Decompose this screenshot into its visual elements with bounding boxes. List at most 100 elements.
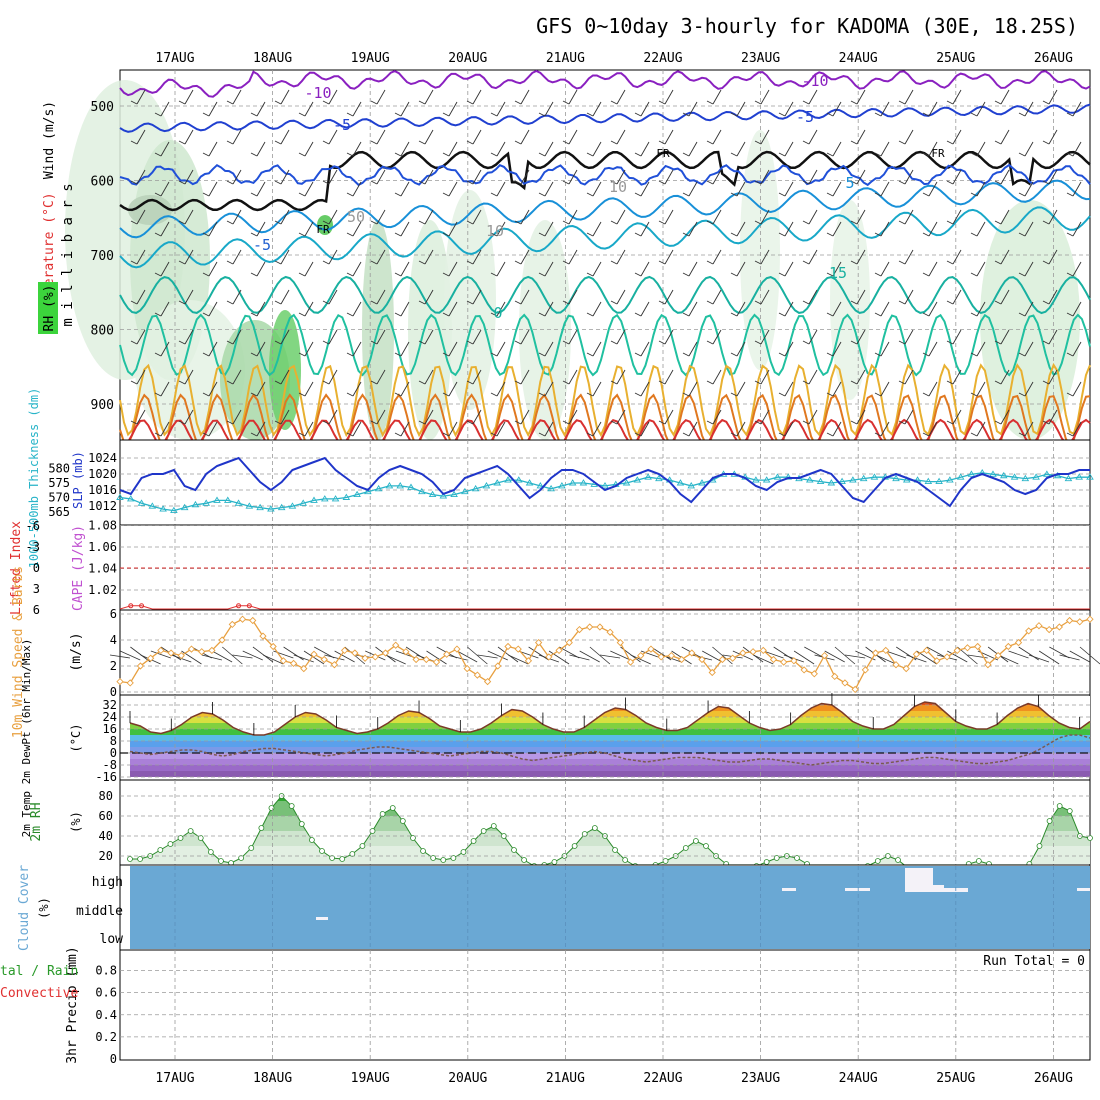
wind-barb-flag	[394, 352, 402, 357]
lifted-index-label: Lifted Index	[9, 521, 24, 615]
wind-barb	[184, 169, 194, 185]
contour-label: 0	[493, 304, 502, 322]
wind-barb-flag	[730, 192, 738, 197]
wind-barb	[184, 289, 194, 305]
wind-barb	[1000, 409, 1010, 425]
wind-barb	[688, 181, 698, 197]
dewpoint-line	[129, 734, 1091, 766]
thickness-point	[762, 476, 771, 483]
rh-point	[339, 856, 346, 862]
wind-barb-flag	[970, 432, 978, 437]
rh-point	[207, 849, 214, 855]
wind-barb-flag	[754, 180, 762, 185]
wind-barb-flag	[562, 420, 570, 425]
wind-barb	[688, 381, 698, 397]
wind-barb	[904, 89, 914, 105]
wind-barb	[592, 181, 602, 197]
wind-barb	[160, 341, 170, 357]
slp-grid	[120, 440, 1090, 525]
wind-barb-flag	[1042, 180, 1050, 185]
contour-label: FR	[656, 147, 670, 160]
wind-speed-point	[769, 655, 778, 664]
wind-barb	[952, 369, 962, 385]
wind-barb-flag	[274, 420, 282, 425]
wind-barb	[856, 409, 866, 425]
surface-wind-barb	[1069, 650, 1090, 663]
wind-barb	[280, 209, 290, 225]
millibars-label: m i l l i b a r s	[60, 183, 76, 326]
thickness-point	[385, 482, 394, 489]
wind-barb-flag	[274, 300, 282, 305]
wind-barb-flag	[970, 352, 978, 357]
wind-barb	[1000, 329, 1010, 345]
wind-barb	[544, 221, 554, 237]
wind-barb-flag	[1042, 380, 1050, 385]
wind-barb-flag	[322, 380, 330, 385]
wind-barb	[136, 129, 146, 145]
wind-barb-flag	[658, 220, 666, 225]
wind-barb-flag	[1042, 300, 1050, 305]
surface-wind-barb	[232, 654, 253, 659]
cape-label: CAPE (J/kg)	[71, 525, 86, 611]
wind-barb	[808, 289, 818, 305]
surface-wind-barb	[324, 654, 345, 661]
wind-barb-flag	[994, 220, 1002, 225]
wind-barb	[592, 341, 602, 357]
wind-barb	[688, 221, 698, 237]
thickness-point	[245, 502, 254, 509]
pressure-tick-label: 700	[91, 249, 114, 264]
wind-barb-flag	[970, 392, 978, 397]
wind-barb-flag	[970, 232, 978, 237]
slp-line	[119, 456, 1090, 508]
wind-barb-flag	[442, 232, 450, 237]
wind-barb	[232, 409, 242, 425]
top-date-label: 17AUG	[155, 51, 194, 66]
wind-barb	[640, 421, 650, 437]
wind-speed-point	[289, 659, 298, 668]
wind-barb	[1072, 341, 1082, 357]
wind-barb-flag	[442, 352, 450, 357]
precip-grid	[120, 950, 1090, 1060]
cloud-label: Cloud Cover	[17, 865, 32, 951]
rh-point	[521, 857, 528, 863]
wind-barb-flag	[730, 392, 738, 397]
temp-band	[130, 771, 1090, 777]
wind-barb-flag	[1042, 220, 1050, 225]
wind-barb	[640, 101, 650, 117]
wind-barb-flag	[514, 180, 522, 185]
wind-frame	[119, 609, 1091, 696]
temp-band	[130, 735, 1090, 741]
wind-barb-flag	[394, 112, 402, 117]
wind-barb	[136, 289, 146, 305]
wind-barb	[304, 421, 314, 437]
wind-barb	[904, 409, 914, 425]
wind-barb	[376, 289, 386, 305]
bottom-date-label: 20AUG	[448, 1071, 487, 1086]
wind-barb-flag	[514, 300, 522, 305]
rh-point	[359, 843, 366, 849]
wind-barb	[712, 169, 722, 185]
wind-barb	[712, 249, 722, 265]
wind-barb-flag	[370, 380, 378, 385]
wind-barb-flag	[970, 112, 978, 117]
wind-barb	[952, 409, 962, 425]
wind-speed-point	[1076, 618, 1084, 626]
wind-barb	[976, 101, 986, 117]
wind-barb	[880, 421, 890, 437]
wind-barb	[424, 329, 434, 345]
rh-point	[308, 837, 315, 843]
wind-barb	[1072, 381, 1082, 397]
clear-sky-gap	[930, 885, 944, 892]
thickness-point	[310, 496, 318, 503]
wind-barb-flag	[466, 220, 474, 225]
wind-barb-flag	[610, 260, 618, 265]
wind-barb	[1000, 169, 1010, 185]
wind-barb-flag	[226, 180, 234, 185]
wind-barb-flag	[874, 192, 882, 197]
wind-barb	[712, 329, 722, 345]
li-tick: 6	[33, 603, 40, 617]
wind-tick: 2	[110, 659, 117, 673]
wind-barb	[232, 169, 242, 185]
wind-barb-flag	[682, 352, 690, 357]
wind-barb-flag	[778, 112, 786, 117]
